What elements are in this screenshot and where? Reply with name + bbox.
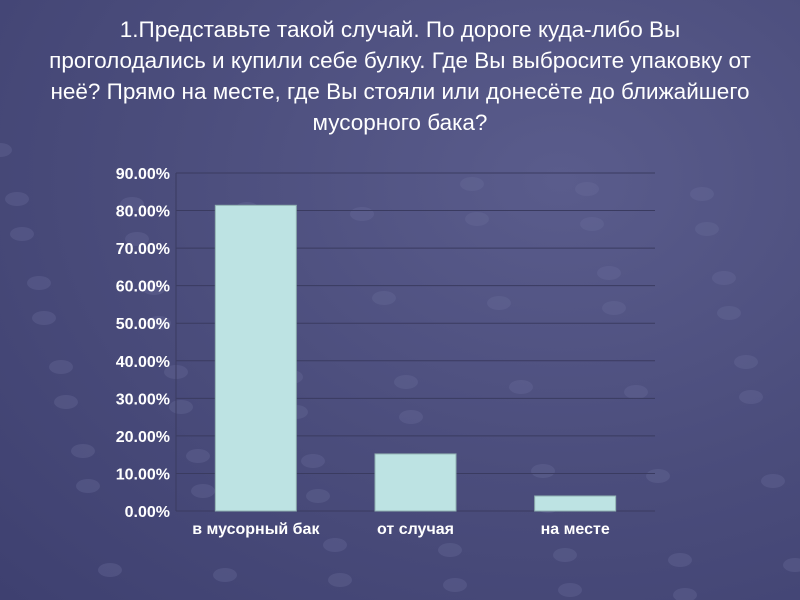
decor-dot xyxy=(690,187,714,201)
decor-dot xyxy=(213,568,237,582)
y-tick-label: 0.00% xyxy=(125,504,170,521)
decor-dot xyxy=(668,553,692,567)
bar xyxy=(214,204,297,512)
decor-dot xyxy=(695,222,719,236)
decor-dot xyxy=(5,192,29,206)
decor-dot xyxy=(186,449,210,463)
decor-dot xyxy=(531,464,555,478)
decor-dot xyxy=(443,578,467,592)
decor-dot xyxy=(323,538,347,552)
decor-dot xyxy=(597,266,621,280)
decor-dot xyxy=(487,296,511,310)
decor-dot xyxy=(465,212,489,226)
decor-dot xyxy=(71,444,95,458)
decor-dot xyxy=(717,306,741,320)
decor-dot xyxy=(438,543,462,557)
decor-dot xyxy=(169,400,193,414)
decor-dot xyxy=(646,469,670,483)
bar xyxy=(374,453,457,512)
decor-dot xyxy=(553,548,577,562)
y-tick-label: 60.00% xyxy=(116,279,170,296)
y-tick-label: 40.00% xyxy=(116,354,170,371)
chart-title: 1.Представьте такой случай. По дороге ку… xyxy=(49,17,751,135)
decor-dot xyxy=(27,276,51,290)
decor-dot xyxy=(191,484,215,498)
bars xyxy=(214,204,617,512)
x-tick-label: в мусорный бак xyxy=(192,521,320,538)
decor-dot xyxy=(460,177,484,191)
decor-dot xyxy=(761,474,785,488)
decor-dot xyxy=(399,410,423,424)
decor-dot xyxy=(394,375,418,389)
decor-dot xyxy=(328,573,352,587)
bar xyxy=(534,495,617,512)
decor-dot xyxy=(301,454,325,468)
y-tick-label: 50.00% xyxy=(116,316,170,333)
decor-dot xyxy=(712,271,736,285)
decor-dot xyxy=(575,182,599,196)
decor-dot xyxy=(49,360,73,374)
decor-dot xyxy=(372,291,396,305)
decor-dot xyxy=(602,301,626,315)
decor-dot xyxy=(783,558,800,572)
decor-dot xyxy=(306,489,330,503)
decor-dot xyxy=(580,217,604,231)
y-tick-label: 30.00% xyxy=(116,391,170,408)
y-tick-label: 80.00% xyxy=(116,204,170,221)
x-tick-label: на месте xyxy=(541,521,610,538)
decor-dot xyxy=(624,385,648,399)
decor-dot xyxy=(142,281,166,295)
decor-dot xyxy=(739,390,763,404)
decor-dot xyxy=(125,232,149,246)
decor-dot xyxy=(350,207,374,221)
y-tick-label: 20.00% xyxy=(116,429,170,446)
x-tick-label: от случая xyxy=(377,521,454,538)
y-tick-label: 70.00% xyxy=(116,241,170,258)
decor-dot xyxy=(10,227,34,241)
decor-dot xyxy=(120,197,144,211)
decor-dot xyxy=(98,563,122,577)
decor-dot xyxy=(509,380,533,394)
decor-dot xyxy=(0,143,12,157)
decor-dot xyxy=(76,479,100,493)
y-tick-label: 90.00% xyxy=(116,166,170,183)
x-axis-labels: в мусорный бак от случая на месте xyxy=(192,521,610,538)
y-axis-ticks: 0.00% 10.00% 20.00% 30.00% 40.00% 50.00% 60.00… xyxy=(116,166,170,521)
decor-dot xyxy=(32,311,56,325)
decor-dot xyxy=(734,355,758,369)
y-tick-label: 10.00% xyxy=(116,466,170,483)
decor-dot xyxy=(147,316,171,330)
decor-dot xyxy=(558,583,582,597)
decor-dot xyxy=(673,588,697,600)
decor-dot xyxy=(54,395,78,409)
